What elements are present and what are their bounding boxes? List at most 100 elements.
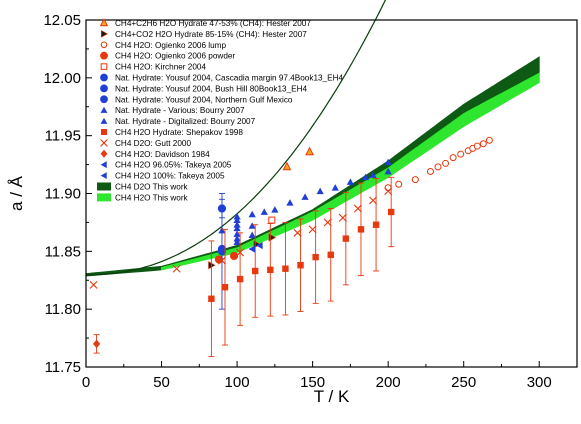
point-2-12 [485, 136, 493, 144]
point-10-12 [387, 208, 395, 216]
point-8-7 [248, 222, 256, 229]
y-tick-label-6: 12.05 [43, 12, 81, 29]
point-11-0 [89, 280, 98, 289]
point-8-0 [218, 226, 226, 234]
legend-label-13: CH4 H2O 96.05%: Takeya 2005 [115, 161, 232, 170]
legend-label-7: Nat. Hydrate: Yousuf 2004, Northern Gulf… [115, 95, 293, 104]
point-11-4 [293, 228, 302, 237]
point-7-0 [217, 247, 227, 256]
legend-marker-14 [100, 172, 107, 179]
point-2-3 [426, 168, 434, 176]
legend-label-3: CH4 H2O: Ogienko 2006 powder [115, 52, 235, 61]
point-11-10 [384, 187, 393, 196]
point-2-5 [442, 159, 450, 167]
legend-label-9: Nat. Hydrate - Digitalized: Bourry 2007 [115, 117, 256, 126]
band-centerline [86, 0, 387, 276]
point-11-9 [369, 196, 378, 205]
point-10-11 [372, 221, 380, 228]
point-2-1 [395, 180, 403, 188]
point-11-1 [172, 264, 181, 273]
legend-label-0: CH4+C2H6 H2O Hydrate 47-53% (CH4): Heste… [115, 19, 311, 28]
point-10-1 [221, 283, 229, 291]
point-2-4 [434, 163, 442, 171]
point-4-0 [268, 216, 276, 224]
legend-marker-2 [100, 41, 108, 49]
point-14-0 [256, 241, 263, 250]
point-11-7 [338, 213, 347, 222]
legend-label-10: CH4 H2O Hydrate: Shepakov 1998 [115, 128, 243, 137]
point-10-2 [236, 275, 244, 283]
x-tick-label-0: 0 [82, 374, 90, 391]
point-8-13 [316, 187, 324, 195]
point-10-9 [342, 235, 350, 242]
legend-marker-16 [97, 193, 111, 202]
point-3-1 [229, 251, 239, 261]
x-tick-label-5: 250 [451, 374, 476, 391]
legend-label-5: Nat. Hydrate: Yousuf 2004, Cascadia marg… [115, 74, 343, 83]
point-8-11 [286, 199, 294, 206]
legend-marker-10 [101, 129, 107, 135]
point-8-2 [233, 230, 241, 237]
legend-label-11: CH4 D2O: Gutt 2000 [115, 139, 191, 148]
legend-marker-13 [100, 161, 107, 169]
y-tick-label-0: 11.75 [45, 359, 81, 376]
point-8-4 [233, 221, 241, 228]
legend-label-15: CH4 D2O This work [115, 183, 189, 192]
point-11-3 [236, 248, 245, 257]
point-2-10 [473, 142, 481, 150]
x-axis-title: T / K [314, 387, 350, 406]
legend-marker-4 [100, 63, 108, 70]
legend-label-16: CH4 H2O This work [115, 193, 189, 202]
legend-marker-5 [100, 73, 108, 82]
point-8-12 [301, 193, 309, 200]
point-0-1 [305, 146, 315, 156]
point-13-0 [248, 245, 256, 253]
y-tick-label-3: 11.90 [45, 186, 81, 203]
point-2-6 [449, 154, 457, 162]
point-11-8 [353, 204, 362, 213]
point-10-7 [312, 253, 319, 261]
y-axis-title: a / Å [7, 175, 26, 211]
x-tick-label-4: 200 [376, 374, 401, 391]
legend-label-6: Nat. Hydrate: Yousuf 2004, Bush Hill 80B… [115, 84, 308, 93]
point-2-2 [411, 176, 419, 184]
legend-label-4: CH4 H2O: Kirchner 2004 [115, 63, 206, 72]
point-10-10 [357, 226, 365, 233]
point-8-8 [248, 210, 256, 218]
point-11-6 [323, 218, 332, 227]
point-2-7 [457, 150, 465, 158]
point-8-5 [233, 216, 241, 223]
y-tick-label-4: 11.95 [45, 128, 81, 145]
legend-marker-15 [97, 182, 111, 191]
legend-label-1: CH4+CO2 H2O Hydrate 85-15% (CH4): Hester… [115, 30, 307, 39]
x-tick-label-2: 100 [225, 374, 250, 391]
legend-marker-8 [100, 106, 108, 113]
point-10-5 [282, 265, 289, 272]
point-8-15 [346, 178, 354, 185]
legend-marker-0 [99, 18, 109, 27]
legend-label-12: CH4 H2O: Davidson 1984 [115, 150, 210, 159]
point-8-3 [233, 224, 241, 232]
x-tick-label-3: 150 [300, 374, 325, 391]
y-tick-label-5: 12.00 [43, 70, 81, 87]
point-8-6 [233, 213, 241, 220]
legend-marker-12 [100, 149, 108, 158]
axes: 0 50 100 150 200 250 300 11.75 11.80 11.85 11.90 11… [43, 12, 578, 391]
point-9-3 [384, 167, 392, 175]
y-tick-label-2: 11.85 [45, 243, 81, 260]
point-11-2 [217, 256, 226, 265]
data-points [89, 136, 493, 358]
point-10-4 [267, 266, 274, 274]
legend-label-14: CH4 H2O 100%: Takeya 2005 [115, 172, 225, 181]
point-9-0 [233, 238, 241, 245]
point-11-5 [308, 225, 317, 234]
point-2-11 [479, 140, 487, 148]
point-8-10 [271, 206, 279, 213]
legend-label-2: CH4 H2O: Ogienko 2006 lump [115, 41, 226, 50]
legend-marker-1 [100, 29, 109, 38]
legend-marker-7 [100, 95, 108, 104]
x-tick-label-1: 50 [153, 374, 170, 391]
legend-marker-9 [100, 117, 108, 124]
